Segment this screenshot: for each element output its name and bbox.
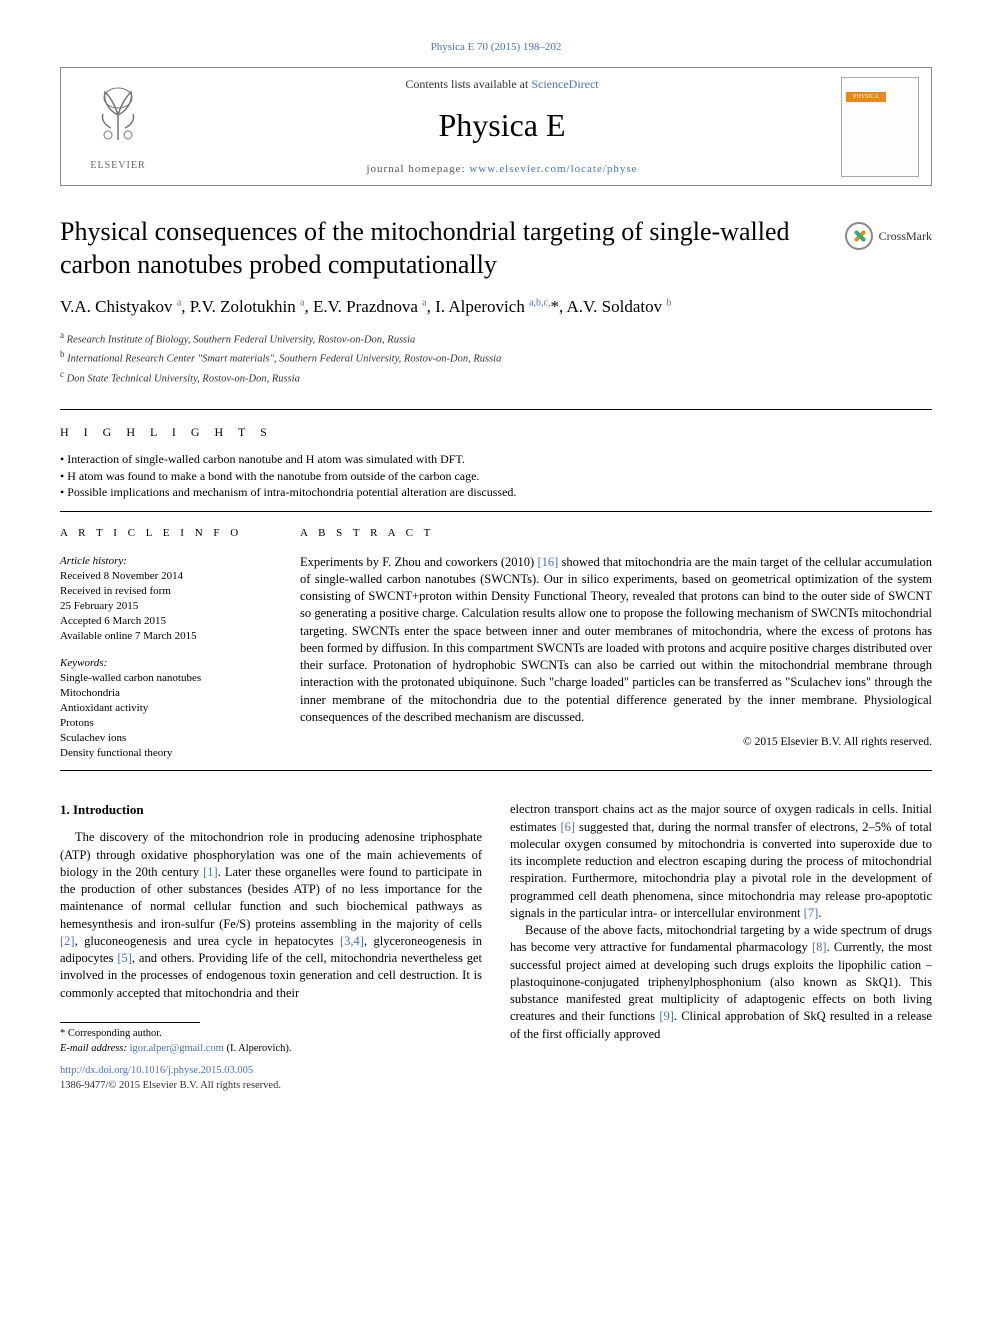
sciencedirect-link[interactable]: ScienceDirect bbox=[531, 77, 598, 91]
highlights-section: H I G H L I G H T S Interaction of singl… bbox=[60, 424, 932, 501]
article-info: A R T I C L E I N F O Article history: R… bbox=[60, 526, 270, 760]
body-para2-b: suggested that, during the normal transf… bbox=[510, 820, 932, 920]
contents-prefix: Contents lists available at bbox=[405, 77, 531, 91]
highlight-item: Possible implications and mechanism of i… bbox=[60, 484, 932, 501]
ref-5-link[interactable]: [5] bbox=[117, 951, 132, 965]
ref-9-link[interactable]: [9] bbox=[659, 1009, 674, 1023]
keyword-line: Mitochondria bbox=[60, 686, 270, 701]
highlights-label: H I G H L I G H T S bbox=[60, 424, 932, 441]
crossmark-icon bbox=[845, 222, 873, 250]
elsevier-tree-icon bbox=[83, 80, 153, 150]
rule-bottom bbox=[60, 770, 932, 771]
body-text: 1. Introduction The discovery of the mit… bbox=[60, 801, 932, 1093]
rule-mid bbox=[60, 511, 932, 512]
affiliation-line: a Research Institute of Biology, Souther… bbox=[60, 329, 932, 348]
history-line: Received in revised form bbox=[60, 584, 270, 599]
email-label: E-mail address: bbox=[60, 1043, 130, 1054]
highlight-item: H atom was found to make a bond with the… bbox=[60, 468, 932, 485]
journal-name: Physica E bbox=[163, 103, 841, 148]
abstract-text-pre: Experiments by F. Zhou and coworkers (20… bbox=[300, 555, 537, 569]
author-list: V.A. Chistyakov a, P.V. Zolotukhin a, E.… bbox=[60, 295, 932, 319]
ref-6-link[interactable]: [6] bbox=[561, 820, 576, 834]
highlights-list: Interaction of single-walled carbon nano… bbox=[60, 451, 932, 501]
ref-1-link[interactable]: [1] bbox=[203, 865, 218, 879]
body-para1-c: , gluconeogenesis and urea cycle in hepa… bbox=[75, 934, 340, 948]
homepage-line: journal homepage: www.elsevier.com/locat… bbox=[163, 162, 841, 177]
publisher-block: ELSEVIER bbox=[73, 80, 163, 173]
homepage-prefix: journal homepage: bbox=[366, 163, 469, 175]
crossmark-label: CrossMark bbox=[879, 228, 932, 245]
crossmark-widget[interactable]: CrossMark bbox=[845, 222, 932, 250]
keyword-line: Density functional theory bbox=[60, 746, 270, 761]
keyword-line: Protons bbox=[60, 716, 270, 731]
footnotes: * Corresponding author. E-mail address: … bbox=[60, 1027, 482, 1056]
abstract: A B S T R A C T Experiments by F. Zhou a… bbox=[300, 526, 932, 760]
affiliation-line: c Don State Technical University, Rostov… bbox=[60, 368, 932, 387]
publisher-label: ELSEVIER bbox=[73, 159, 163, 173]
history-line: Received 8 November 2014 bbox=[60, 569, 270, 584]
journal-masthead: ELSEVIER Contents lists available at Sci… bbox=[60, 67, 932, 186]
affiliations: a Research Institute of Biology, Souther… bbox=[60, 329, 932, 387]
keyword-line: Sculachev ions bbox=[60, 731, 270, 746]
contents-line: Contents lists available at ScienceDirec… bbox=[163, 76, 841, 93]
ref-7-link[interactable]: [7] bbox=[804, 906, 819, 920]
ref-8-link[interactable]: [8] bbox=[812, 940, 827, 954]
keywords-label: Keywords: bbox=[60, 656, 270, 671]
citation-link[interactable]: Physica E 70 (2015) 198–202 bbox=[60, 40, 932, 55]
abstract-label: A B S T R A C T bbox=[300, 526, 932, 541]
ref-2-link[interactable]: [2] bbox=[60, 934, 75, 948]
history-line: 25 February 2015 bbox=[60, 599, 270, 614]
history-line: Available online 7 March 2015 bbox=[60, 629, 270, 644]
cover-badge: PHYSICA bbox=[846, 92, 886, 102]
abstract-copyright: © 2015 Elsevier B.V. All rights reserved… bbox=[300, 734, 932, 750]
history-label: Article history: bbox=[60, 554, 270, 569]
corresponding-email-link[interactable]: igor.alper@gmail.com bbox=[130, 1043, 224, 1054]
affiliation-line: b International Research Center "Smart m… bbox=[60, 348, 932, 367]
keyword-line: Single-walled carbon nanotubes bbox=[60, 671, 270, 686]
corresponding-author: * Corresponding author. bbox=[60, 1027, 482, 1042]
footnote-rule bbox=[60, 1022, 200, 1023]
cover-thumbnail: PHYSICA bbox=[841, 77, 919, 177]
article-title: Physical consequences of the mitochondri… bbox=[60, 216, 829, 281]
doi-link[interactable]: http://dx.doi.org/10.1016/j.physe.2015.0… bbox=[60, 1065, 253, 1076]
issn-copyright: 1386-9477/© 2015 Elsevier B.V. All right… bbox=[60, 1079, 482, 1093]
highlight-item: Interaction of single-walled carbon nano… bbox=[60, 451, 932, 468]
keyword-line: Antioxidant activity bbox=[60, 701, 270, 716]
rule-top bbox=[60, 409, 932, 410]
history-line: Accepted 6 March 2015 bbox=[60, 614, 270, 629]
body-para2-c: . bbox=[818, 906, 821, 920]
section-heading-intro: 1. Introduction bbox=[60, 801, 482, 819]
article-info-label: A R T I C L E I N F O bbox=[60, 526, 270, 541]
abstract-text-post: showed that mitochondria are the main ta… bbox=[300, 555, 932, 724]
email-tail: (I. Alperovich). bbox=[224, 1043, 292, 1054]
ref-16-link[interactable]: [16] bbox=[537, 555, 558, 569]
ref-3-4-link[interactable]: [3,4] bbox=[340, 934, 364, 948]
homepage-link[interactable]: www.elsevier.com/locate/physe bbox=[469, 163, 637, 175]
